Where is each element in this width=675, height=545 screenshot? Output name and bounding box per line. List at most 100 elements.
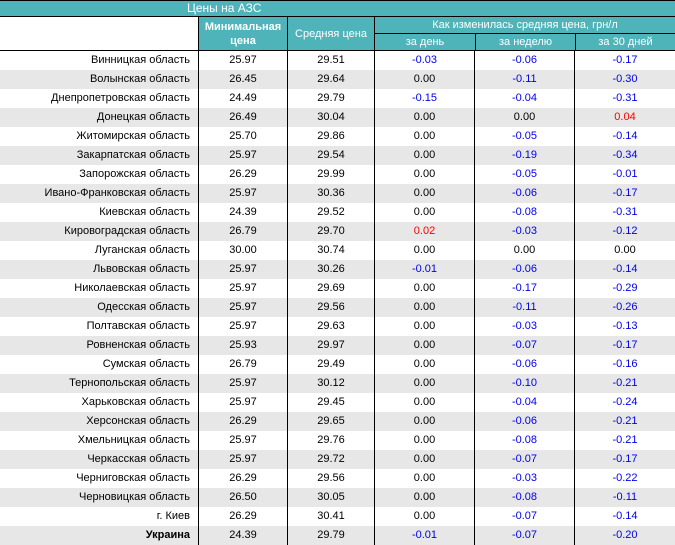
- change-day-cell: 0.00: [375, 450, 475, 469]
- min-price-cell: 25.97: [199, 51, 288, 70]
- change-month-cell: -0.17: [612, 187, 638, 199]
- min-price-cell: 26.79: [199, 222, 288, 241]
- change-week-cell: 0.00: [475, 108, 575, 127]
- table-row: Запорожская область 26.29 29.99 0.00 -0.05 -0…: [0, 165, 675, 184]
- avg-price-cell: 29.97: [288, 336, 375, 355]
- change-month-cell: -0.12: [612, 225, 638, 237]
- min-price-cell: 26.29: [199, 412, 288, 431]
- change-week-cell: -0.06: [475, 184, 575, 203]
- avg-price-cell: 29.52: [288, 203, 375, 222]
- table-row: Кировоградская область 26.79 29.70 0.02 -0.0…: [0, 222, 675, 241]
- change-week-cell: -0.07: [475, 526, 575, 545]
- table-row: Ивано-Франковская область 25.97 30.36 0.00-…: [0, 184, 675, 203]
- min-price-cell: 25.97: [199, 317, 288, 336]
- change-day-cell: 0.00: [375, 165, 475, 184]
- region-name-cell: Днепропетровская область: [0, 89, 199, 108]
- region-name-cell: Киевская область: [0, 203, 199, 222]
- region-name-cell: Закарпатская область: [0, 146, 199, 165]
- column-group-price-change: Как изменилась средняя цена, грн/л за де…: [375, 17, 675, 50]
- min-price-cell: 25.97: [199, 279, 288, 298]
- avg-price-cell: 29.79: [288, 526, 375, 545]
- column-header-change-group: Как изменилась средняя цена, грн/л: [375, 17, 675, 34]
- change-month-cell: -0.31: [612, 206, 638, 218]
- change-week-cell: -0.05: [475, 127, 575, 146]
- change-week-cell: -0.06: [475, 260, 575, 279]
- min-price-cell: 26.29: [199, 507, 288, 526]
- change-day-cell: 0.02: [375, 222, 475, 241]
- change-month-cell: -0.17: [612, 339, 638, 351]
- change-month-cell: -0.17: [612, 54, 638, 66]
- table-row: Волынская область 26.45 29.64 0.00 -0.11 -0.3…: [0, 70, 675, 89]
- change-week-cell: -0.11: [475, 70, 575, 89]
- change-week-cell: -0.07: [475, 507, 575, 526]
- table-row: Черниговская область 26.29 29.56 0.00 -0.03 -…: [0, 469, 675, 488]
- change-day-cell: 0.00: [375, 393, 475, 412]
- change-week-cell: -0.06: [475, 412, 575, 431]
- avg-price-cell: 29.49: [288, 355, 375, 374]
- avg-price-cell: 30.36: [288, 184, 375, 203]
- min-price-cell: 26.50: [199, 488, 288, 507]
- change-day-cell: 0.00: [375, 241, 475, 260]
- change-month-cell: -0.21: [612, 434, 638, 446]
- change-day-cell: 0.00: [375, 374, 475, 393]
- change-week-cell: -0.04: [475, 393, 575, 412]
- avg-price-cell: 30.26: [288, 260, 375, 279]
- column-header-region: [0, 17, 199, 50]
- table-row: Луганская область 30.00 30.74 0.00 0.00 0.00: [0, 241, 675, 260]
- min-price-cell: 25.97: [199, 450, 288, 469]
- region-name-cell: Черновицкая область: [0, 488, 199, 507]
- change-week-cell: -0.06: [475, 355, 575, 374]
- change-day-cell: 0.00: [375, 488, 475, 507]
- change-month-cell: -0.20: [612, 529, 638, 541]
- avg-price-cell: 30.41: [288, 507, 375, 526]
- change-day-cell: -0.01: [375, 260, 475, 279]
- avg-price-cell: 29.70: [288, 222, 375, 241]
- avg-price-cell: 29.76: [288, 431, 375, 450]
- change-day-cell: 0.00: [375, 336, 475, 355]
- region-name-cell: г. Киев: [0, 507, 199, 526]
- change-week-cell: -0.17: [475, 279, 575, 298]
- min-price-cell: 24.39: [199, 526, 288, 545]
- table-row: Одесская область 25.97 29.56 0.00 -0.11 -0.26: [0, 298, 675, 317]
- change-month-cell: -0.13: [612, 320, 638, 332]
- change-week-cell: -0.19: [475, 146, 575, 165]
- avg-price-cell: 29.99: [288, 165, 375, 184]
- min-price-cell: 25.97: [199, 431, 288, 450]
- min-price-cell: 25.97: [199, 184, 288, 203]
- change-month-cell: -0.34: [612, 149, 638, 161]
- avg-price-cell: 30.05: [288, 488, 375, 507]
- change-month-cell: -0.14: [612, 510, 638, 522]
- table-header: Минимальная цена Средняя цена Как измени…: [0, 17, 675, 51]
- table-body: Винницкая область 25.97 29.51 -0.03 -0.06 -0.…: [0, 51, 675, 545]
- column-header-change-month: за 30 дней: [575, 34, 675, 50]
- change-week-cell: -0.07: [475, 336, 575, 355]
- change-day-cell: 0.00: [375, 412, 475, 431]
- min-price-cell: 26.79: [199, 355, 288, 374]
- region-name-cell: Волынская область: [0, 70, 199, 89]
- change-month-cell: -0.14: [612, 130, 638, 142]
- table-row: Житомирская область 25.70 29.86 0.00 -0.05 -0…: [0, 127, 675, 146]
- change-month-cell: -0.21: [612, 377, 638, 389]
- change-day-cell: 0.00: [375, 127, 475, 146]
- table-row: Киевская область 24.39 29.52 0.00 -0.08 -0.31: [0, 203, 675, 222]
- min-price-cell: 25.97: [199, 260, 288, 279]
- min-price-cell: 26.29: [199, 165, 288, 184]
- min-price-cell: 25.97: [199, 374, 288, 393]
- column-header-change-week: за неделю: [475, 34, 575, 50]
- change-week-cell: -0.05: [475, 165, 575, 184]
- change-month-cell: -0.29: [612, 282, 638, 294]
- min-price-cell: 25.93: [199, 336, 288, 355]
- region-name-cell: Полтавская область: [0, 317, 199, 336]
- min-price-cell: 25.97: [199, 393, 288, 412]
- region-name-cell: Хмельницкая область: [0, 431, 199, 450]
- table-row: Ровненская область 25.93 29.97 0.00 -0.07 -0.…: [0, 336, 675, 355]
- change-month-cell: -0.26: [612, 301, 638, 313]
- region-name-cell: Ровненская область: [0, 336, 199, 355]
- region-name-cell: Луганская область: [0, 241, 199, 260]
- change-month-cell: -0.11: [612, 491, 638, 503]
- change-week-cell: -0.03: [475, 469, 575, 488]
- region-name-cell: Ивано-Франковская область: [0, 184, 199, 203]
- region-name-cell: Сумская область: [0, 355, 199, 374]
- min-price-cell: 24.39: [199, 203, 288, 222]
